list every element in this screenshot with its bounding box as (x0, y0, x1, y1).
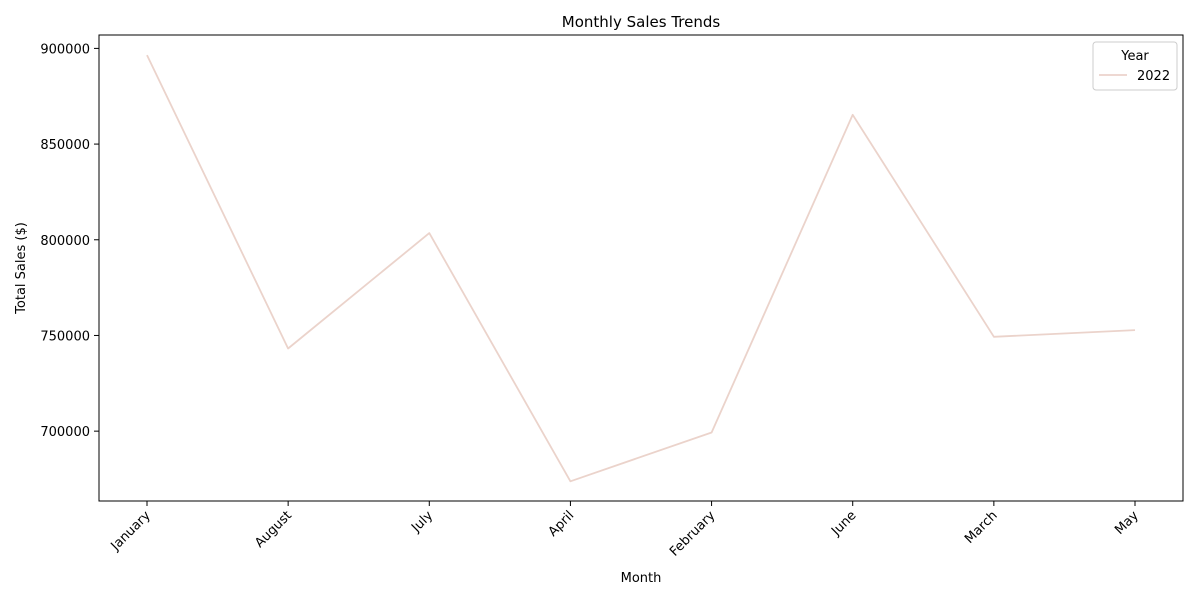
y-axis: 700000 750000 800000 850000 900000 (40, 42, 99, 440)
y-tick-label: 900000 (40, 42, 90, 57)
x-axis: January August July April February June March M… (108, 501, 1142, 560)
y-axis-label: Total Sales ($) (14, 222, 29, 315)
series-layer (147, 55, 1135, 481)
plot-area (99, 35, 1183, 501)
x-tick-label: January (108, 508, 154, 554)
y-tick-label: 850000 (40, 138, 90, 153)
x-tick-label: August (252, 508, 295, 551)
series-line (147, 55, 1135, 481)
y-tick-label: 800000 (40, 234, 90, 249)
x-tick-label: March (962, 508, 1001, 547)
x-tick-label: May (1112, 508, 1142, 538)
x-tick-label: April (546, 508, 578, 540)
y-tick-label: 750000 (40, 329, 90, 344)
x-axis-label: Month (621, 571, 662, 586)
x-tick-label: July (408, 508, 436, 536)
x-tick-label: June (828, 508, 859, 539)
legend-entry-label: 2022 (1137, 69, 1170, 84)
y-tick-label: 700000 (40, 425, 90, 440)
chart-title: Monthly Sales Trends (562, 13, 721, 31)
legend: Year 2022 (1093, 42, 1177, 90)
x-tick-label: February (667, 508, 719, 560)
legend-title: Year (1120, 49, 1149, 64)
plot-frame (99, 35, 1183, 501)
